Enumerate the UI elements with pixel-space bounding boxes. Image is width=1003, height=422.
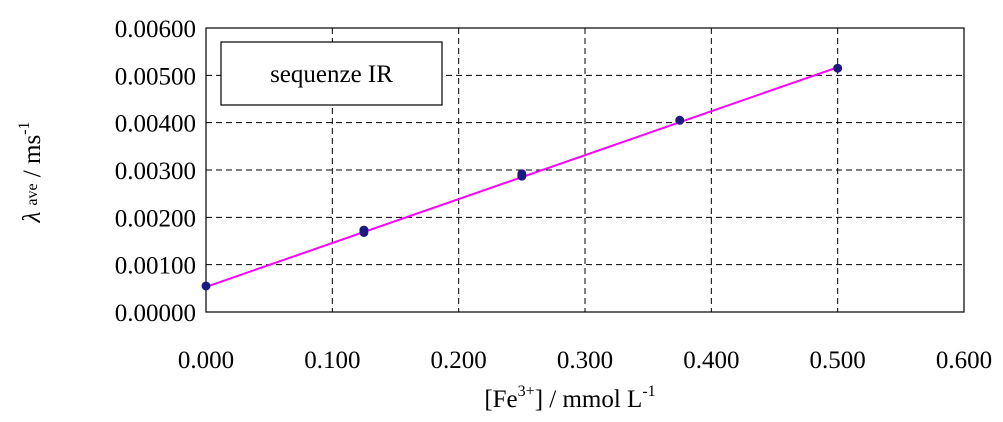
y-tick-label: 0.00500 bbox=[115, 63, 196, 90]
x-tick-label: 0.100 bbox=[304, 347, 360, 374]
y-tick-label: 0.00400 bbox=[115, 111, 196, 138]
y-tick-label: 0.00100 bbox=[115, 253, 196, 280]
x-tick-label: 0.200 bbox=[431, 347, 487, 374]
legend-box-label: sequenze IR bbox=[270, 61, 393, 88]
data-point bbox=[517, 169, 527, 179]
x-axis-charge-superscript: 3+ bbox=[518, 383, 535, 400]
x-tick-label: 0.500 bbox=[810, 347, 866, 374]
x-tick-label: 0.300 bbox=[557, 347, 613, 374]
y-tick-label: 0.00200 bbox=[115, 205, 196, 232]
y-axis-title: λ ave / ms-1 bbox=[16, 122, 46, 224]
y-axis-symbol: λ bbox=[19, 211, 46, 223]
x-tick-label: 0.000 bbox=[178, 347, 234, 374]
y-tick-label: 0.00000 bbox=[115, 300, 196, 327]
tick-labels: 0.00000 0.00100 0.00200 0.00300 0.00400 0.005… bbox=[115, 16, 992, 374]
x-axis-unit-superscript: -1 bbox=[642, 383, 655, 400]
x-axis-species: [Fe bbox=[484, 386, 517, 413]
y-axis-subscript: ave bbox=[24, 183, 41, 205]
data-point bbox=[359, 225, 369, 235]
x-axis-title: [Fe3+] / mmol L-1 bbox=[484, 383, 655, 413]
y-tick-label: 0.00300 bbox=[115, 158, 196, 185]
grid-layer bbox=[206, 28, 964, 312]
data-point bbox=[833, 63, 843, 73]
x-tick-label: 0.400 bbox=[683, 347, 739, 374]
data-points bbox=[201, 63, 843, 291]
data-point bbox=[675, 115, 685, 125]
x-tick-label: 0.600 bbox=[936, 347, 992, 374]
y-axis-unit: / ms bbox=[19, 135, 46, 184]
y-axis-unit-superscript: -1 bbox=[16, 122, 33, 135]
data-point bbox=[201, 281, 211, 291]
x-axis-unit: ] / mmol L bbox=[535, 386, 643, 413]
legend-box-frame bbox=[220, 41, 443, 106]
plot-area-frame bbox=[205, 27, 965, 313]
legend-box: sequenze IR bbox=[220, 41, 443, 106]
y-tick-label: 0.00600 bbox=[115, 16, 196, 43]
